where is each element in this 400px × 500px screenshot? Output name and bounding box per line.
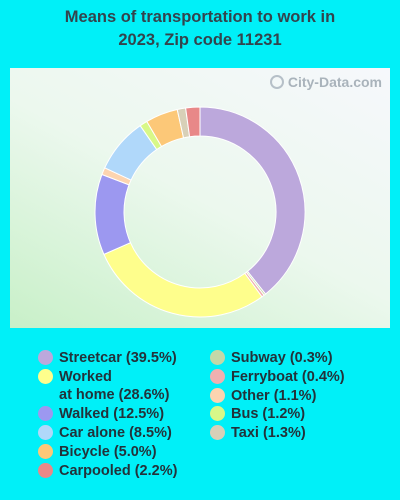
slice-carpooled (185, 106, 201, 138)
slice-worked-at-home (103, 242, 263, 318)
slice-streetcar (199, 106, 306, 295)
chart-title-line-1: Means of transportation to work in (64, 8, 336, 26)
watermark: City-Data.com (269, 74, 382, 90)
magnifier-icon (269, 75, 284, 89)
slice-walked (94, 173, 132, 256)
chart-title-line-2: 2023, Zip code 11231 (118, 31, 282, 49)
chart-title: Means of transportation to work in 2023,… (0, 6, 400, 52)
watermark-text: City-Data.com (287, 74, 382, 90)
